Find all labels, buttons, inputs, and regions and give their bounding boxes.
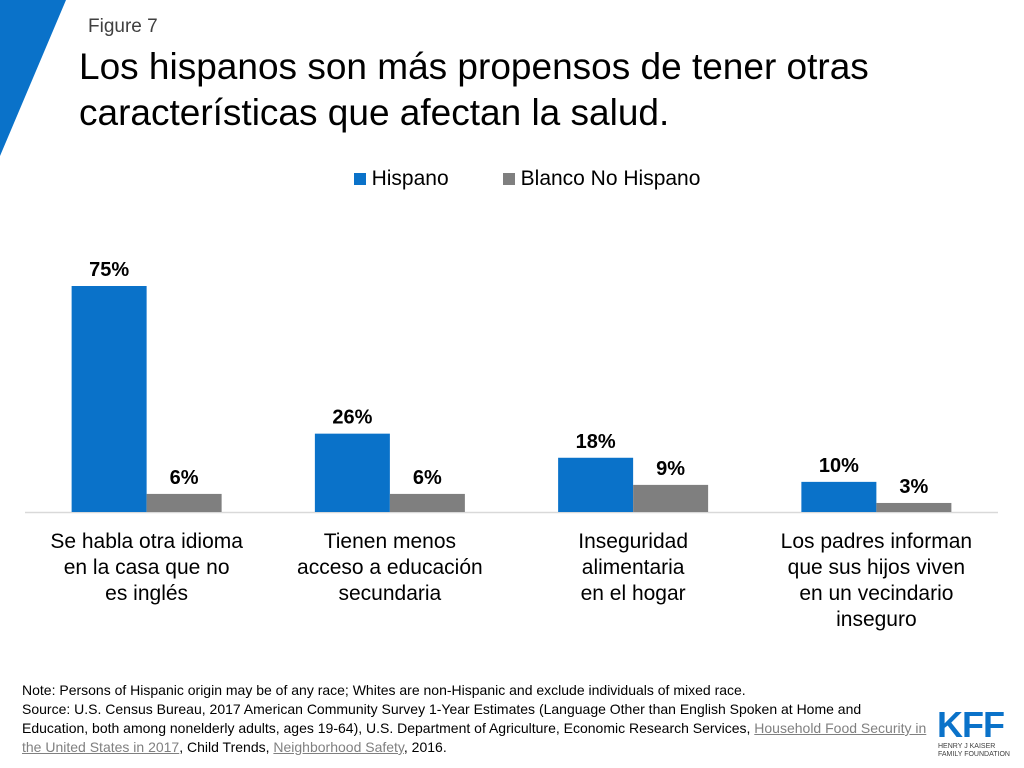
data-label-hispano-4: 10% [819, 455, 859, 477]
bar-hispano-3 [558, 457, 634, 512]
category-label-line: secundaria [339, 582, 442, 605]
category-label-line: Los padres informan [781, 530, 972, 553]
title-line-1: Los hispanos son más propensos de tener … [79, 46, 869, 87]
legend-item-hispano: Hispano [324, 167, 449, 191]
category-label-3: Inseguridad alimentaria en el hogar [578, 530, 688, 605]
data-label-blanco-4: 3% [899, 476, 928, 498]
category-label-line: Se habla otra idioma [50, 530, 243, 553]
source-suffix: , 2016. [403, 739, 447, 755]
data-label-hispano-2: 26% [332, 407, 372, 429]
legend-swatch-blanco [502, 173, 515, 185]
legend-label-blanco: Blanco No Hispano [520, 167, 701, 190]
bar-blanco-4 [876, 502, 952, 512]
category-label-4: Los padres informan que sus hijos viven en… [781, 530, 972, 631]
data-label-hispano-1: 75% [89, 259, 129, 281]
category-label-line: alimentaria [582, 556, 685, 579]
data-label-blanco-2: 6% [413, 467, 442, 489]
kff-logo-line2: FAMILY FOUNDATION [938, 751, 1010, 758]
source-text: Source: U.S. Census Bureau, 2017 America… [22, 700, 927, 757]
data-label-blanco-3: 9% [656, 458, 685, 480]
bar-blanco-2 [389, 493, 465, 512]
data-label-hispano-3: 18% [576, 431, 616, 453]
category-label-line: acceso a educación [297, 556, 483, 579]
link-neighborhood-safety[interactable]: Neighborhood Safety [273, 739, 404, 755]
category-label-line: en el hogar [581, 582, 686, 605]
chart-notes: Note: Persons of Hispanic origin may be … [22, 681, 927, 757]
bar-blanco-3 [633, 484, 709, 512]
kff-logo-text: KFF [937, 706, 1004, 745]
category-label-line: en la casa que no [64, 556, 230, 579]
category-label-line: que sus hijos viven [788, 556, 965, 579]
page-title: Los hispanos son más propensos de tener … [79, 44, 979, 136]
source-prefix: Source: U.S. Census Bureau, 2017 America… [22, 701, 862, 736]
note-line: Note: Persons of Hispanic origin may be … [22, 682, 746, 698]
kff-logo: KFF HENRY J KAISER FAMILY FOUNDATION [937, 706, 1010, 758]
corner-accent-triangle [0, 0, 66, 156]
category-label-line: Inseguridad [578, 530, 688, 553]
bar-blanco-1 [146, 493, 222, 512]
figure-label: Figure 7 [88, 16, 158, 37]
legend-item-blanco: Blanco No Hispano [473, 167, 701, 191]
bar-hispano-4 [801, 481, 877, 512]
title-line-2: características que afectan la salud. [79, 92, 670, 133]
category-label-1: Se habla otra idioma en la casa que no es … [50, 530, 243, 605]
category-label-line: es inglés [105, 582, 188, 605]
category-label-line: Tienen menos [324, 530, 456, 553]
kff-logo-line1: HENRY J KAISER [938, 743, 995, 750]
category-label-line: inseguro [836, 608, 917, 631]
chart-legend: Hispano Blanco No Hispano [0, 167, 1024, 191]
bar-hispano-1 [71, 286, 147, 512]
category-label-2: Tienen menos acceso a educación secundaria [297, 530, 483, 605]
legend-swatch-hispano [353, 173, 366, 185]
bar-hispano-2 [314, 433, 390, 512]
link-household-food-security[interactable]: Household Food Security in the United St… [22, 720, 927, 755]
bar-chart: 75% 6% Se habla otra idioma en la casa que … [25, 259, 998, 631]
category-label-line: en un vecindario [799, 582, 953, 605]
source-mid: , Child Trends, [179, 739, 274, 755]
legend-label-hispano: Hispano [371, 167, 449, 190]
data-label-blanco-1: 6% [170, 467, 199, 489]
